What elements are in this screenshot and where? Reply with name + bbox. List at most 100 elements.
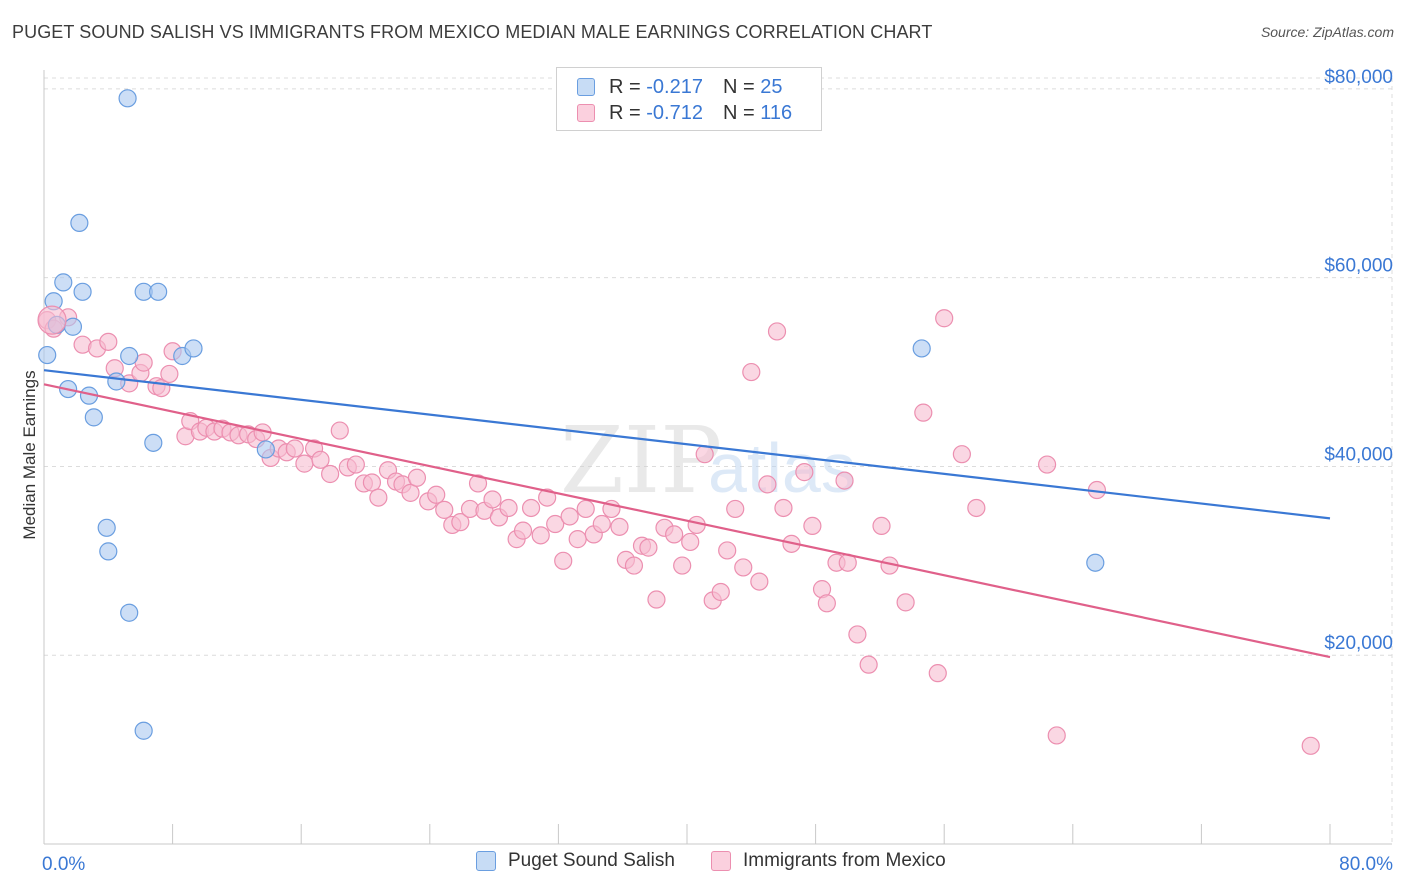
point-immigrants-from-mexico [568,530,587,549]
r-label: R = [609,75,641,98]
point-immigrants-from-mexico [592,514,611,534]
legend-label-mexico: Immigrants from Mexico [743,850,946,871]
point-immigrants-from-mexico [914,403,933,422]
point-immigrants-from-mexico [835,471,854,490]
point-immigrants-from-mexico [767,322,787,341]
point-immigrants-from-mexico [1301,736,1320,755]
point-immigrants-from-mexico [362,473,382,492]
point-immigrants-from-mexico [1037,455,1057,474]
y-tick-label: $20,000 [1324,633,1393,654]
point-immigrants-from-mexico [610,517,629,536]
point-puget-sound-salish [38,345,57,365]
legend-row-mexico: R = -0.712 N = 116 [577,101,792,125]
r-value: -0.217 [646,75,703,98]
x-tick-label-min: 0.0% [42,854,85,875]
point-immigrants-from-mexico [967,498,986,518]
point-immigrants-from-mexico [935,309,954,328]
chart-title: PUGET SOUND SALISH VS IMMIGRANTS FROM ME… [12,22,933,42]
point-immigrants-from-mexico [538,488,557,507]
point-immigrants-from-mexico [554,551,573,570]
point-immigrants-from-mexico [734,558,753,577]
point-immigrants-from-mexico [665,525,684,544]
point-puget-sound-salish [120,346,139,366]
point-puget-sound-salish [120,603,139,622]
point-puget-sound-salish [107,372,126,391]
point-immigrants-from-mexico [896,593,915,612]
legend-item-mexico: Immigrants from Mexico [711,850,946,872]
point-immigrants-from-mexico [774,498,793,518]
point-immigrants-from-mexico [742,362,761,382]
point-puget-sound-salish [70,213,89,233]
point-immigrants-from-mexico [513,521,533,540]
point-immigrants-from-mexico [546,514,565,534]
point-puget-sound-salish [118,89,137,108]
point-immigrants-from-mexico [673,556,692,575]
point-puget-sound-salish [144,433,163,452]
tick-labels: $20,000 $40,000 $60,000 $80,000 0.0% 80.0% [42,67,1393,875]
legend-swatch-pink [711,851,731,871]
y-tick-label: $80,000 [1324,67,1393,88]
source-label: Source: ZipAtlas.com [1260,24,1394,40]
point-immigrants-from-mexico [427,485,446,504]
trend-line-immigrants-from-mexico [43,383,1331,659]
point-puget-sound-salish [134,721,153,740]
point-immigrants-from-mexico [803,516,822,536]
n-value: 116 [760,101,793,124]
point-puget-sound-salish [184,339,203,358]
point-immigrants-from-mexico [435,500,454,519]
point-immigrants-from-mexico [872,516,891,536]
watermark: ZIP atlas [560,407,856,514]
point-immigrants-from-mexico [817,594,836,613]
legend-label-puget: Puget Sound Salish [508,850,675,871]
r-label: R = [609,101,641,124]
point-puget-sound-salish [63,317,83,336]
point-immigrants-from-mexico [37,305,67,335]
trend-lines [43,369,1331,659]
point-immigrants-from-mexico [795,463,814,482]
point-immigrants-from-mexico [295,454,314,473]
point-immigrants-from-mexico [560,507,579,526]
point-puget-sound-salish [149,282,168,301]
point-puget-sound-salish [73,282,92,301]
y-tick-label: $60,000 [1324,256,1393,277]
n-label: N = [722,101,755,124]
watermark-zip: ZIP [560,407,722,514]
legend-item-puget: Puget Sound Salish [476,850,675,872]
point-immigrants-from-mexico [624,556,644,575]
point-immigrants-from-mexico [859,655,878,674]
point-immigrants-from-mexico [928,664,947,683]
point-immigrants-from-mexico [711,582,730,602]
point-immigrants-from-mexico [639,538,658,557]
point-immigrants-from-mexico [451,513,470,532]
point-immigrants-from-mexico [311,450,330,469]
point-puget-sound-salish [54,273,73,292]
n-value: 25 [760,75,783,98]
point-immigrants-from-mexico [160,364,179,384]
point-immigrants-from-mexico [401,483,420,502]
point-immigrants-from-mexico [468,474,488,493]
correlation-legend: R = -0.217 N = 25 R = -0.712 N = 116 [556,67,822,131]
point-immigrants-from-mexico [369,488,388,507]
point-immigrants-from-mexico [499,498,518,518]
point-immigrants-from-mexico [407,468,427,487]
point-immigrants-from-mexico [330,421,349,440]
legend-swatch-pink [577,104,595,122]
point-immigrants-from-mexico [695,445,714,464]
point-immigrants-from-mexico [576,499,595,519]
point-puget-sound-salish [84,408,103,427]
point-immigrants-from-mexico [521,498,541,518]
point-immigrants-from-mexico [647,590,666,609]
point-immigrants-from-mexico [952,445,971,464]
legend-row-puget: R = -0.217 N = 25 [577,75,782,99]
point-immigrants-from-mexico [346,455,365,474]
point-immigrants-from-mexico [321,464,340,484]
point-immigrants-from-mexico [848,625,867,644]
point-immigrants-from-mexico [99,332,118,351]
watermark-atlas: atlas [708,429,856,507]
y-axis-title: Median Male Earnings [20,370,39,540]
point-puget-sound-salish [99,542,118,561]
point-immigrants-from-mexico [726,499,745,519]
legend-swatch-blue [476,851,496,871]
point-immigrants-from-mexico [750,572,769,591]
